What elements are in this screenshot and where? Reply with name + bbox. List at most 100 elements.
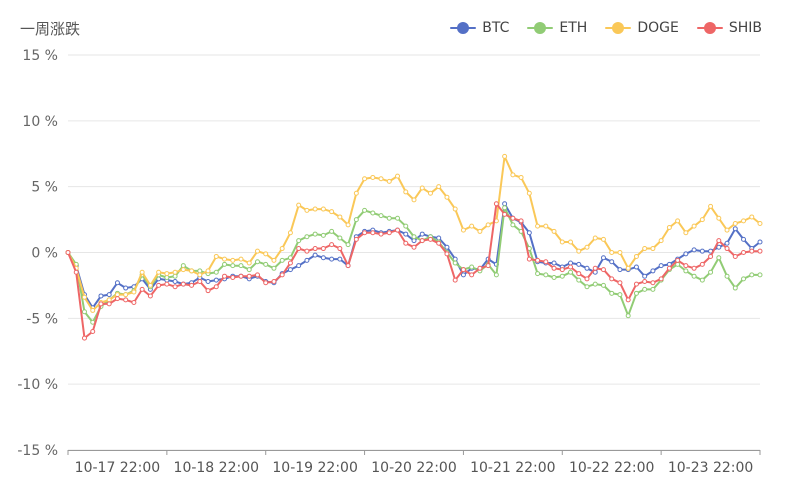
data-point-doge[interactable] bbox=[658, 238, 664, 244]
data-point-shib[interactable] bbox=[675, 257, 681, 263]
data-point-btc[interactable] bbox=[757, 239, 763, 245]
data-point-shib[interactable] bbox=[708, 253, 714, 259]
data-point-doge[interactable] bbox=[197, 272, 203, 278]
data-point-shib[interactable] bbox=[395, 227, 401, 233]
data-point-doge[interactable] bbox=[246, 260, 252, 266]
data-point-shib[interactable] bbox=[600, 267, 606, 273]
data-point-doge[interactable] bbox=[609, 250, 615, 255]
data-point-doge[interactable] bbox=[156, 269, 162, 275]
data-point-shib[interactable] bbox=[683, 263, 689, 269]
legend-item-eth[interactable]: ETH bbox=[527, 20, 587, 36]
data-point-shib[interactable] bbox=[378, 231, 384, 237]
data-point-btc[interactable] bbox=[699, 248, 705, 254]
data-point-shib[interactable] bbox=[123, 297, 129, 303]
data-point-shib[interactable] bbox=[156, 282, 162, 288]
data-point-btc[interactable] bbox=[114, 280, 120, 286]
data-point-shib[interactable] bbox=[106, 301, 112, 307]
data-point-shib[interactable] bbox=[427, 236, 433, 242]
data-point-shib[interactable] bbox=[444, 251, 450, 257]
data-point-eth[interactable] bbox=[271, 265, 277, 271]
data-point-eth[interactable] bbox=[378, 213, 384, 219]
data-point-doge[interactable] bbox=[584, 244, 590, 250]
data-point-eth[interactable] bbox=[222, 261, 228, 267]
data-point-doge[interactable] bbox=[296, 202, 302, 208]
data-point-doge[interactable] bbox=[625, 265, 631, 271]
data-point-shib[interactable] bbox=[724, 246, 730, 252]
data-point-shib[interactable] bbox=[271, 278, 277, 284]
data-point-btc[interactable] bbox=[568, 260, 574, 266]
data-point-eth[interactable] bbox=[691, 273, 697, 279]
data-point-doge[interactable] bbox=[230, 257, 236, 263]
data-point-doge[interactable] bbox=[312, 206, 318, 212]
data-point-shib[interactable] bbox=[312, 246, 318, 252]
data-point-eth[interactable] bbox=[452, 260, 458, 266]
data-point-doge[interactable] bbox=[741, 218, 747, 224]
data-point-doge[interactable] bbox=[353, 190, 359, 196]
data-point-btc[interactable] bbox=[213, 277, 219, 283]
data-point-shib[interactable] bbox=[584, 276, 590, 282]
data-point-shib[interactable] bbox=[254, 272, 260, 278]
data-point-btc[interactable] bbox=[106, 292, 112, 298]
data-point-eth[interactable] bbox=[757, 272, 763, 278]
data-point-btc[interactable] bbox=[650, 268, 656, 274]
data-point-doge[interactable] bbox=[551, 228, 557, 234]
data-point-eth[interactable] bbox=[551, 275, 557, 281]
data-point-eth[interactable] bbox=[296, 238, 302, 244]
data-point-shib[interactable] bbox=[757, 248, 763, 254]
data-point-shib[interactable] bbox=[568, 264, 574, 270]
data-point-doge[interactable] bbox=[427, 190, 433, 196]
data-point-doge[interactable] bbox=[222, 256, 228, 262]
data-point-doge[interactable] bbox=[279, 246, 285, 252]
data-point-eth[interactable] bbox=[650, 286, 656, 292]
data-point-doge[interactable] bbox=[757, 221, 763, 227]
data-point-eth[interactable] bbox=[320, 232, 326, 238]
data-point-shib[interactable] bbox=[617, 280, 623, 286]
data-point-eth[interactable] bbox=[172, 273, 178, 279]
data-point-doge[interactable] bbox=[123, 292, 129, 298]
data-point-shib[interactable] bbox=[650, 280, 656, 286]
data-point-doge[interactable] bbox=[502, 153, 508, 159]
data-point-eth[interactable] bbox=[197, 268, 203, 274]
data-point-eth[interactable] bbox=[600, 282, 606, 288]
data-point-doge[interactable] bbox=[592, 235, 598, 241]
data-point-doge[interactable] bbox=[485, 222, 491, 228]
data-point-shib[interactable] bbox=[460, 267, 466, 273]
legend-item-btc[interactable]: BTC bbox=[450, 20, 509, 36]
data-point-shib[interactable] bbox=[131, 300, 137, 306]
data-point-eth[interactable] bbox=[724, 273, 730, 279]
data-point-doge[interactable] bbox=[436, 184, 442, 190]
data-point-shib[interactable] bbox=[633, 281, 639, 287]
data-point-shib[interactable] bbox=[337, 246, 343, 252]
data-point-shib[interactable] bbox=[329, 242, 335, 248]
data-point-btc[interactable] bbox=[419, 231, 425, 237]
data-point-shib[interactable] bbox=[147, 293, 153, 299]
data-point-eth[interactable] bbox=[592, 281, 598, 287]
data-point-btc[interactable] bbox=[600, 255, 606, 261]
data-point-doge[interactable] bbox=[543, 223, 549, 229]
data-point-eth[interactable] bbox=[749, 272, 755, 278]
data-point-eth[interactable] bbox=[403, 223, 409, 229]
data-point-shib[interactable] bbox=[230, 275, 236, 281]
data-point-eth[interactable] bbox=[353, 217, 359, 223]
data-point-doge[interactable] bbox=[403, 189, 409, 195]
data-point-doge[interactable] bbox=[510, 172, 516, 178]
legend-item-doge[interactable]: DOGE bbox=[605, 20, 679, 36]
data-point-eth[interactable] bbox=[238, 263, 244, 269]
legend-item-shib[interactable]: SHIB bbox=[696, 20, 762, 36]
data-point-eth[interactable] bbox=[254, 259, 260, 265]
data-point-shib[interactable] bbox=[485, 263, 491, 269]
data-point-eth[interactable] bbox=[81, 309, 87, 315]
data-point-shib[interactable] bbox=[114, 296, 120, 302]
data-point-eth[interactable] bbox=[493, 272, 499, 278]
data-point-doge[interactable] bbox=[114, 292, 120, 298]
data-point-doge[interactable] bbox=[732, 221, 738, 227]
data-point-doge[interactable] bbox=[559, 239, 565, 245]
data-point-eth[interactable] bbox=[279, 257, 285, 263]
data-point-btc[interactable] bbox=[741, 236, 747, 242]
data-point-eth[interactable] bbox=[469, 264, 475, 270]
data-point-shib[interactable] bbox=[699, 261, 705, 267]
data-point-btc[interactable] bbox=[304, 257, 310, 263]
data-point-doge[interactable] bbox=[370, 174, 376, 180]
data-point-shib[interactable] bbox=[592, 265, 598, 271]
data-point-doge[interactable] bbox=[106, 297, 112, 303]
